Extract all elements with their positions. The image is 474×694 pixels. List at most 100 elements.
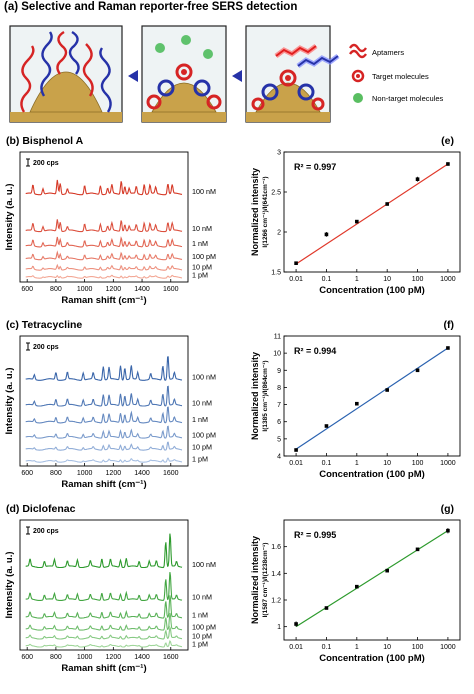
y-tick-label: 1.2 xyxy=(271,598,281,605)
x-tick-label: 100 xyxy=(412,276,424,283)
step-1-substrate xyxy=(10,112,122,122)
data-point xyxy=(355,219,359,224)
arrow-icon xyxy=(128,70,138,82)
fit-line xyxy=(295,347,449,450)
spectrum-line xyxy=(25,533,183,569)
y-tick-label: 9 xyxy=(277,368,281,375)
series-label: 1 nM xyxy=(192,415,208,424)
aptamer-icon xyxy=(349,43,367,53)
x-tick-label: 1000 xyxy=(440,644,456,651)
y-axis-label: Intensity (a. u.) xyxy=(4,367,15,434)
arrow-icon xyxy=(232,70,242,82)
x-axis-label: Concentration (100 pM) xyxy=(319,285,425,296)
legend-label-aptamers: Aptamers xyxy=(372,48,404,57)
x-axis-label: Raman shift (cm⁻¹) xyxy=(61,479,146,490)
aptamer-blue-3 xyxy=(99,47,112,113)
spectra-chart-2: (c) Tetracycline 600 800 1000 1200 1400 1600 Ra… xyxy=(4,319,216,490)
r-squared-label: R² = 0.997 xyxy=(294,162,336,172)
x-tick-label: 0.01 xyxy=(289,460,303,467)
spectrum-line xyxy=(25,425,183,439)
schematic-legend: Aptamers Target molecules Non-target mol… xyxy=(349,43,444,103)
x-axis-label: Raman shift (cm⁻¹) xyxy=(61,663,146,674)
data-point xyxy=(415,368,420,373)
aptamer-loop-blue xyxy=(297,83,315,101)
spectrum-line xyxy=(25,441,183,451)
y-tick-label: 1 xyxy=(277,624,281,631)
data-point xyxy=(385,388,389,392)
target-molecule-icon xyxy=(285,75,291,81)
aptamer-icon xyxy=(349,49,367,59)
scale-bar-label: 200 cps xyxy=(33,528,59,535)
spectrum-line xyxy=(25,640,183,648)
plot-frame xyxy=(283,151,461,273)
x-tick-label: 10 xyxy=(383,276,391,283)
step-1-nanostructure xyxy=(29,71,103,113)
series-label: 100 nM xyxy=(192,560,216,569)
data-point xyxy=(385,202,389,206)
series-label: 10 nM xyxy=(192,224,212,233)
x-axis-label: Raman shift (cm⁻¹) xyxy=(61,295,146,306)
y-axis-label: Normalized intensity xyxy=(250,352,260,440)
data-point xyxy=(294,448,298,452)
y-tick-label: 4 xyxy=(277,454,281,461)
target-molecule-icon xyxy=(181,69,187,75)
data-point xyxy=(355,401,359,406)
schematic-step-3 xyxy=(245,25,340,123)
spectrum-line xyxy=(25,406,183,424)
nontarget-molecule-icon xyxy=(155,43,165,53)
x-tick-label: 800 xyxy=(50,470,62,477)
spectrum-line xyxy=(25,179,183,196)
raman-signal-blue-icon xyxy=(297,55,339,67)
nontarget-molecule-icon xyxy=(181,35,191,45)
y-tick-label: 10 xyxy=(273,351,281,358)
fit-line xyxy=(295,163,449,265)
x-tick-label: 1000 xyxy=(77,654,93,661)
series-label: 100 pM xyxy=(192,622,216,631)
aptamer-loop-blue xyxy=(261,83,279,101)
x-tick-label: 1600 xyxy=(163,654,179,661)
chart-title: (e) xyxy=(441,135,454,147)
x-tick-label: 0.1 xyxy=(322,460,332,467)
x-tick-label: 10 xyxy=(383,460,391,467)
data-point xyxy=(446,528,450,533)
aptamer-loop-blue xyxy=(193,79,211,97)
series-label: 1 pM xyxy=(192,454,208,463)
aptamer-loop-red xyxy=(146,94,162,110)
series-label: 1 nM xyxy=(192,610,208,619)
chart-title: (g) xyxy=(441,503,454,515)
spectrum-line xyxy=(25,263,183,271)
x-tick-label: 800 xyxy=(50,286,62,293)
aptamer-blue-1 xyxy=(40,31,53,97)
spectrum-line xyxy=(25,274,183,279)
y-axis-label-ratio: I(1587 cm⁻¹)/I(1238cm⁻¹) xyxy=(262,543,269,618)
x-tick-label: 1400 xyxy=(134,286,150,293)
y-tick-label: 2.5 xyxy=(271,190,281,197)
schematic-step-1 xyxy=(9,25,123,123)
series-label: 1 nM xyxy=(192,239,208,248)
y-tick-label: 6 xyxy=(277,419,281,426)
spectrum-line xyxy=(25,572,183,601)
x-tick-label: 600 xyxy=(21,286,33,293)
x-tick-label: 1 xyxy=(355,276,359,283)
spectra-chart-0: (b) Bisphenol A 600 800 1000 1200 1400 1600 Ram… xyxy=(4,135,216,306)
scatter-chart-3: (f) 0.01 0.1 1 10 100 1000 4 5 6 7 8 9 10 11 Concentrat… xyxy=(250,319,461,480)
x-tick-label: 1600 xyxy=(163,286,179,293)
y-axis-label: Intensity (a. u.) xyxy=(4,183,15,250)
chart-title: (f) xyxy=(444,319,455,331)
x-tick-label: 1200 xyxy=(106,470,122,477)
y-tick-label: 11 xyxy=(274,334,281,341)
x-tick-label: 1 xyxy=(355,644,359,651)
y-tick-label: 3 xyxy=(277,150,281,157)
y-tick-label: 2 xyxy=(277,230,281,237)
spectrum-line xyxy=(25,236,183,248)
x-tick-label: 1400 xyxy=(134,470,150,477)
series-label: 1 pM xyxy=(192,270,208,279)
fit-line xyxy=(295,530,449,628)
plot-frame xyxy=(283,519,461,641)
aptamer-red-1 xyxy=(20,45,35,113)
data-point xyxy=(324,232,329,237)
data-point xyxy=(324,424,329,428)
scatter-chart-1: (e) 0.01 0.1 1 10 100 1000 1.5 2 2.5 3 Concentratio… xyxy=(250,135,461,296)
spectrum-line xyxy=(25,219,183,233)
y-tick-label: 1.6 xyxy=(271,544,281,551)
